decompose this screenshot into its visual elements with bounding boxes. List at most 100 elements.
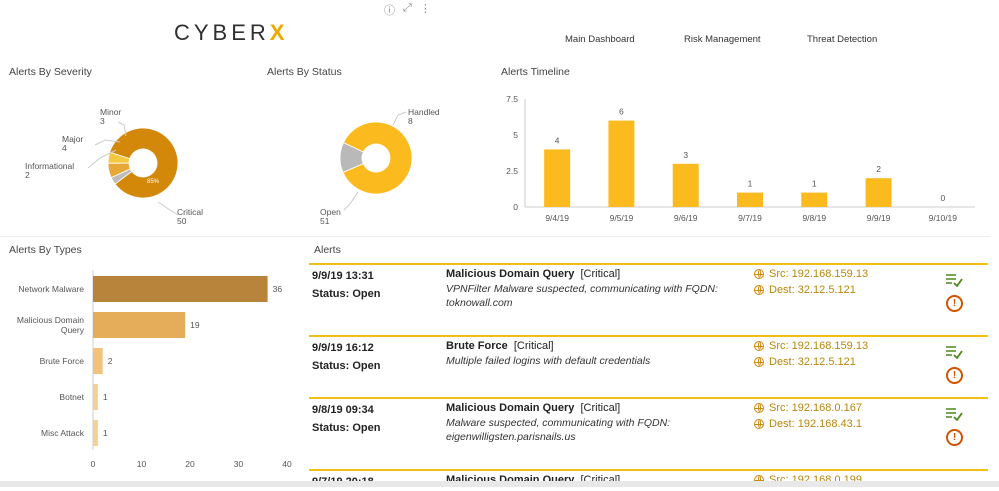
logo-accent: X <box>269 20 289 45</box>
timeline-bar <box>737 192 763 207</box>
status-value-handled: 8 <box>408 116 413 126</box>
types-data-label: 2 <box>108 356 113 366</box>
types-category-label: Misc Attack <box>41 428 85 438</box>
timeline-bar <box>672 163 699 207</box>
mark-handled-icon[interactable] <box>945 273 963 287</box>
timeline-data-label: 0 <box>940 193 945 203</box>
timeline-data-label: 2 <box>876 164 881 174</box>
horizontal-scrollbar[interactable] <box>0 481 999 487</box>
alert-severity: [Critical] <box>580 402 621 414</box>
types-category-label: Malicious Domain <box>17 315 84 325</box>
logo-main: CYBER <box>174 20 270 45</box>
alert-card[interactable]: 9/9/19 16:12 Status: Open Brute Force [Cri… <box>309 335 988 397</box>
severity-value-informational: 2 <box>25 170 30 180</box>
mark-handled-icon[interactable] <box>945 407 963 421</box>
alert-severity: [Critical] <box>580 268 621 280</box>
timeline-x-tick: 9/9/19 <box>867 213 891 223</box>
alert-name: Malicious Domain Query <box>446 402 575 414</box>
types-category-label: Brute Force <box>40 356 85 366</box>
timeline-x-tick: 9/5/19 <box>610 213 634 223</box>
alert-source: Src: 192.168.159.13 <box>754 340 868 352</box>
types-bar <box>93 276 268 302</box>
severity-label-informational: Informational <box>25 161 74 171</box>
divider <box>0 236 300 237</box>
timeline-x-tick: 9/10/19 <box>929 213 958 223</box>
globe-icon <box>754 403 764 413</box>
alert-source-ip: Src: 192.168.159.13 <box>769 340 869 352</box>
alert-card[interactable]: 9/9/19 13:31 Status: Open Malicious Domain… <box>309 263 988 335</box>
severity-slice-minor <box>107 151 131 164</box>
types-x-tick: 20 <box>185 459 195 469</box>
alert-source-ip: Src: 192.168.0.167 <box>769 402 862 414</box>
alert-description: Multiple failed logins with default cred… <box>446 355 651 367</box>
types-category-label: Botnet <box>59 392 84 402</box>
alert-destination: Dest: 192.168.43.1 <box>754 418 862 430</box>
alert-destination: Dest: 32.12.5.121 <box>754 356 856 368</box>
globe-icon <box>754 419 764 429</box>
escalate-alert-icon[interactable]: ! <box>946 429 963 446</box>
alert-time: 9/8/19 09:34 <box>312 404 374 416</box>
timeline-bar-chart: 0 2.5 5 7.5 4 9/4/19 6 9/5/19 3 9/6/19 1 9/7/19 1 9/8… <box>506 94 975 223</box>
globe-icon <box>754 341 764 351</box>
alert-source: Src: 192.168.0.167 <box>754 402 862 414</box>
types-bar <box>93 312 186 338</box>
globe-icon <box>754 285 764 295</box>
globe-icon <box>754 269 764 279</box>
severity-donut-chart: 85% Minor 3 Major 4 Informational 2 Crit… <box>25 107 203 226</box>
types-data-label: 19 <box>190 320 200 330</box>
timeline-x-tick: 9/4/19 <box>545 213 569 223</box>
alert-time: 9/9/19 13:31 <box>312 270 374 282</box>
timeline-bar <box>865 178 892 207</box>
escalate-alert-icon[interactable]: ! <box>946 367 963 384</box>
timeline-data-label: 1 <box>812 179 817 189</box>
status-label-handled: Handled <box>408 107 440 117</box>
alert-status: Status: Open <box>312 360 381 372</box>
more-vertical-icon[interactable]: ⋮ <box>419 3 431 15</box>
alert-description: VPNFilter Malware suspected, communicati… <box>446 283 718 309</box>
alerts-title: Alerts <box>314 244 341 256</box>
nav-threat-detection[interactable]: Threat Detection <box>807 34 878 45</box>
types-title: Alerts By Types <box>9 244 82 256</box>
nav-main-dashboard[interactable]: Main Dashboard <box>565 34 635 45</box>
severity-value-minor: 3 <box>100 116 105 126</box>
escalate-alert-icon[interactable]: ! <box>946 295 963 312</box>
alert-severity: [Critical] <box>513 340 554 352</box>
timeline-bar <box>608 120 635 207</box>
severity-center-label: 85% <box>147 179 160 185</box>
severity-value-critical: 50 <box>177 216 187 226</box>
nav-risk-management[interactable]: Risk Management <box>684 34 761 45</box>
types-data-label: 1 <box>103 428 108 438</box>
alert-destination-ip: Dest: 192.168.43.1 <box>769 418 862 430</box>
expand-icon[interactable]: ⤢ <box>403 2 412 14</box>
types-x-tick: 40 <box>282 459 292 469</box>
timeline-y-tick: 5 <box>513 130 518 140</box>
alert-destination: Dest: 32.12.5.121 <box>754 284 856 296</box>
timeline-data-label: 6 <box>619 107 624 117</box>
severity-label-critical: Critical <box>177 207 203 217</box>
alert-time: 9/9/19 16:12 <box>312 342 374 354</box>
alert-card[interactable]: 9/7/19 20:18Malicious Domain Query [Crit… <box>309 469 988 491</box>
timeline-bar <box>544 149 571 207</box>
status-donut-chart: Handled 8 Open 51 <box>320 107 440 226</box>
types-bar-chart: 36 Network Malware 19 Malicious DomainQuery… <box>17 270 292 469</box>
types-data-label: 1 <box>103 392 108 402</box>
types-category-label: Query <box>61 325 85 335</box>
types-data-label: 36 <box>273 284 283 294</box>
status-label-open: Open <box>320 207 341 217</box>
types-x-tick: 30 <box>234 459 244 469</box>
timeline-y-tick: 2.5 <box>506 166 518 176</box>
mark-handled-icon[interactable] <box>945 345 963 359</box>
status-slice-open <box>342 121 413 195</box>
types-x-tick: 0 <box>91 459 96 469</box>
alert-source: Src: 192.168.159.13 <box>754 268 868 280</box>
timeline-y-tick: 0 <box>513 202 518 212</box>
alert-description: Malware suspected, communicating with FQ… <box>446 417 671 443</box>
alert-card[interactable]: 9/8/19 09:34 Status: Open Malicious Domain… <box>309 397 988 469</box>
timeline-data-label: 4 <box>555 135 560 145</box>
globe-icon <box>754 357 764 367</box>
timeline-x-tick: 9/6/19 <box>674 213 698 223</box>
timeline-x-tick: 9/7/19 <box>738 213 762 223</box>
severity-label-major: Major <box>62 134 83 144</box>
info-icon[interactable]: ⓘ <box>384 5 395 17</box>
timeline-y-tick: 7.5 <box>506 94 518 104</box>
